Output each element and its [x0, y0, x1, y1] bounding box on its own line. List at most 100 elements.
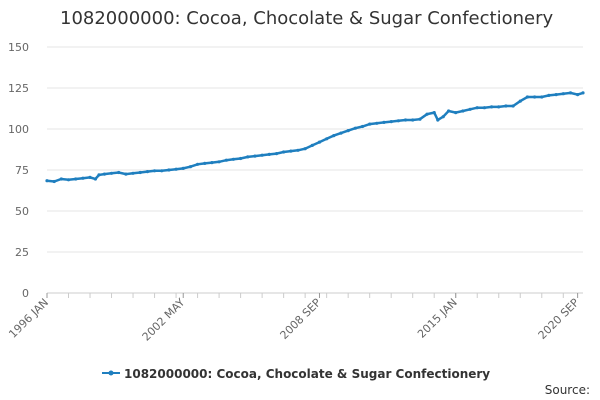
- x-tick-label: 2020 SEP: [536, 296, 582, 342]
- data-point: [339, 131, 343, 135]
- data-point: [52, 179, 56, 184]
- data-point: [554, 93, 558, 97]
- data-point: [138, 170, 142, 175]
- data-point: [436, 118, 440, 122]
- data-point: [167, 168, 171, 172]
- data-point: [325, 137, 329, 141]
- data-point: [296, 148, 300, 152]
- data-point: [468, 107, 472, 111]
- data-point: [109, 171, 114, 175]
- legend-marker: [108, 370, 114, 376]
- data-point: [475, 106, 479, 110]
- data-point: [45, 179, 49, 183]
- data-point: [540, 95, 544, 99]
- data-point: [547, 93, 551, 97]
- data-point: [518, 99, 522, 103]
- data-point: [181, 166, 185, 170]
- y-tick-label: 125: [8, 82, 29, 95]
- data-point: [174, 167, 178, 171]
- data-point: [210, 161, 214, 165]
- series-line: [46, 91, 584, 183]
- data-point: [454, 111, 458, 115]
- data-point: [267, 152, 271, 156]
- data-point: [533, 95, 537, 99]
- data-point: [490, 105, 494, 109]
- data-point: [97, 173, 101, 177]
- data-point: [504, 104, 508, 108]
- data-point: [432, 111, 436, 115]
- data-point: [389, 120, 393, 124]
- data-point: [576, 93, 580, 97]
- data-point: [447, 109, 451, 113]
- x-axis: 1996 JAN 2002 MAY 2008 SEP 2015 JAN 2020 SEP: [6, 292, 583, 344]
- data-point: [511, 104, 515, 108]
- data-point: [188, 165, 192, 169]
- data-point: [153, 169, 157, 173]
- data-point: [260, 153, 264, 157]
- x-tick-label: 2002 MAY: [140, 296, 188, 344]
- data-point: [224, 158, 228, 162]
- data-point: [160, 169, 164, 173]
- data-point: [246, 155, 250, 159]
- data-point: [353, 126, 357, 130]
- y-tick-label: 150: [8, 41, 29, 54]
- data-point: [66, 178, 71, 182]
- data-point: [396, 119, 400, 123]
- data-point: [561, 92, 565, 96]
- data-point: [88, 175, 92, 179]
- data-point: [418, 117, 422, 121]
- data-point: [93, 177, 97, 181]
- data-point: [289, 149, 293, 153]
- data-point: [581, 91, 585, 95]
- data-point: [497, 105, 501, 109]
- data-point: [59, 177, 63, 181]
- data-point: [375, 121, 379, 125]
- y-tick-label: 0: [22, 287, 29, 300]
- x-tick-label: 2015 JAN: [415, 296, 460, 341]
- data-point: [461, 109, 465, 113]
- data-point: [203, 161, 207, 165]
- data-point: [403, 118, 408, 122]
- data-point: [282, 150, 286, 154]
- data-point: [231, 157, 235, 161]
- data-point: [482, 106, 486, 110]
- data-point: [117, 170, 121, 175]
- data-point: [360, 124, 365, 129]
- data-point: [131, 171, 135, 175]
- data-point: [253, 154, 257, 158]
- gridlines: [47, 46, 583, 294]
- data-point: [81, 176, 85, 180]
- legend-label: 1082000000: Cocoa, Chocolate & Sugar Con…: [124, 367, 490, 381]
- data-point: [525, 95, 530, 99]
- y-tick-label: 100: [8, 123, 29, 136]
- data-point: [332, 134, 336, 138]
- data-point: [411, 118, 415, 122]
- data-point: [145, 170, 149, 174]
- data-point: [310, 143, 314, 147]
- data-point: [317, 140, 322, 144]
- data-point: [382, 120, 386, 124]
- legend[interactable]: 1082000000: Cocoa, Chocolate & Sugar Con…: [102, 367, 490, 381]
- y-axis: 0 25 50 75 100 125 150: [8, 41, 29, 300]
- data-point: [239, 156, 243, 161]
- y-tick-label: 50: [15, 205, 29, 218]
- y-tick-label: 25: [15, 246, 29, 259]
- x-tick-label: 1996 JAN: [6, 296, 51, 341]
- x-tick-label: 2008 SEP: [278, 296, 324, 342]
- data-point: [441, 115, 445, 119]
- data-point: [124, 172, 128, 176]
- data-point: [425, 112, 429, 116]
- source-label: Source:: [545, 383, 590, 397]
- y-tick-label: 75: [15, 164, 29, 177]
- series-layer: [45, 91, 585, 184]
- data-point: [217, 160, 221, 164]
- data-point: [346, 129, 350, 133]
- data-point: [102, 172, 106, 176]
- chart-title: 1082000000: Cocoa, Chocolate & Sugar Con…: [60, 8, 553, 29]
- data-point: [196, 162, 200, 166]
- data-point: [568, 91, 573, 95]
- data-point: [274, 152, 279, 156]
- data-point: [74, 177, 78, 181]
- data-point: [368, 122, 372, 126]
